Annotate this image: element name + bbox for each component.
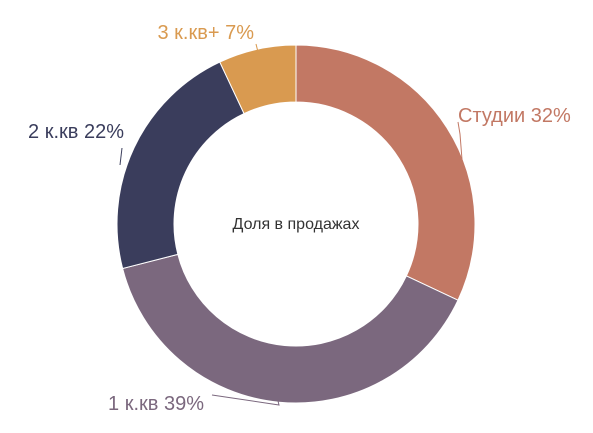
donut-slice-1 [295,44,476,301]
leader-line-1 [457,121,465,186]
slice-label-2: 1 к.кв 39% [108,393,204,415]
leader-line-4 [255,43,259,53]
labels-group: Студии 32% 1 к.кв 39% 2 к.кв 22% 3 к.кв+ 7% [28,22,571,415]
donut-slice-4 [219,44,297,115]
slice-label-4: 3 к.кв+ 7% [157,22,254,44]
slice-label-3: 2 к.кв 22% [28,121,124,143]
donut-slice-2 [122,253,459,404]
donut-slice-3 [116,61,245,270]
leader-line-2 [211,394,280,406]
leader-line-3 [119,147,123,166]
slices-group [116,44,476,404]
leader-lines-group [119,43,465,406]
center-label: Доля в продажах [233,216,360,233]
slice-label-1: Студии 32% [458,105,571,127]
